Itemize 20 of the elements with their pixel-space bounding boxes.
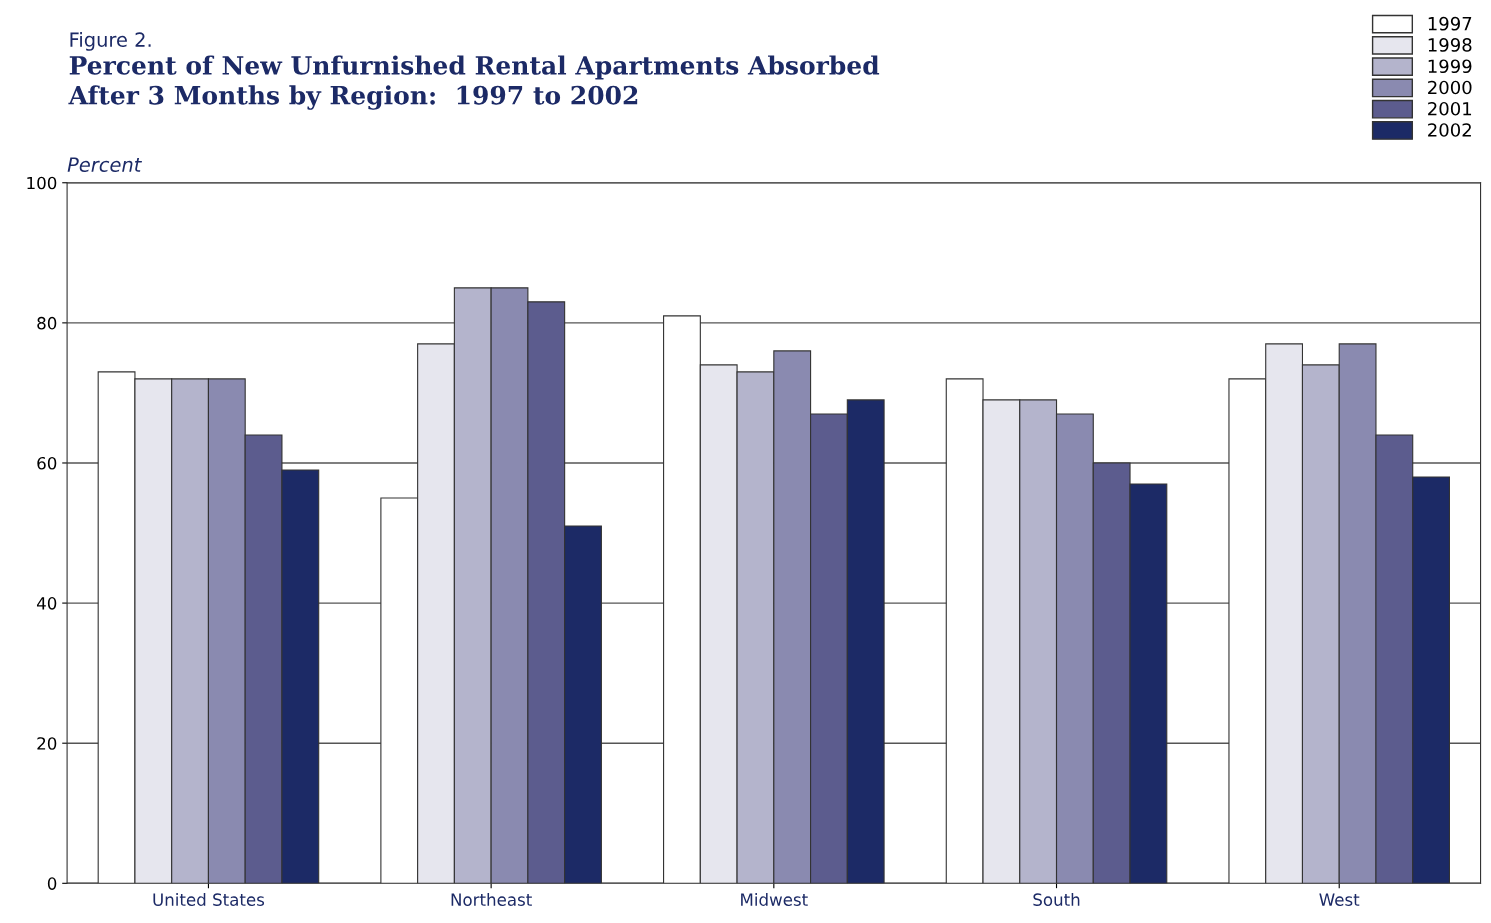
legend-label: 1997 (1428, 16, 1472, 31)
x-tick-label: United States (153, 893, 265, 906)
legend-label: 1999 (1428, 59, 1472, 74)
y-tick-label: 40 (36, 597, 57, 610)
y-tick-label: 20 (37, 737, 57, 750)
y-tick-label: 0 (47, 877, 57, 890)
x-tick-label: South (1033, 893, 1080, 906)
legend-label: 1998 (1428, 38, 1472, 52)
legend-label: 2002 (1428, 123, 1471, 137)
x-tick-label: Midwest (741, 893, 808, 906)
y-tick-label: 60 (37, 456, 57, 470)
legend-label: 2000 (1428, 80, 1472, 95)
chart-subtitle: Figure 2. (70, 31, 151, 51)
y-tick-label: 100 (27, 176, 57, 190)
legend-label: 2001 (1428, 101, 1472, 116)
x-tick-label: Northeast (451, 893, 532, 906)
y-axis-title: Percent (67, 157, 142, 172)
chart-title: Percent of New Unfurnished Rental Apartments Absorbed After 3 Months by Region: 1997 to 2002 (68, 55, 880, 110)
x-tick-label: West (1319, 893, 1360, 906)
y-tick-label: 80 (37, 316, 57, 330)
